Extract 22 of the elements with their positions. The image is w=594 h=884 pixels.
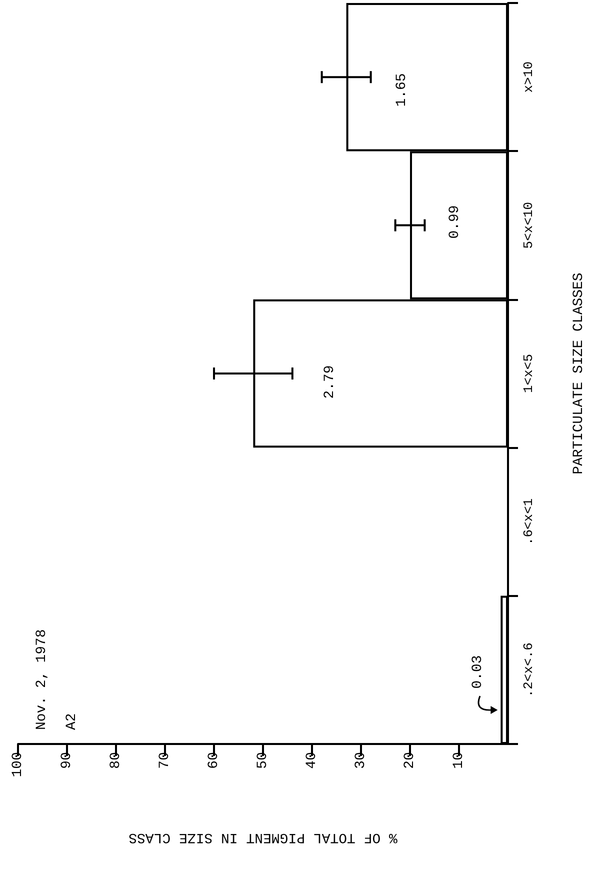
- x-tick-label: 30: [353, 752, 369, 769]
- y-tick-label: 5<x<10: [521, 202, 536, 249]
- annotation: 2.79: [322, 365, 338, 399]
- x-tick-label: 20: [402, 752, 418, 769]
- x-tick-label: 100: [10, 752, 26, 778]
- annotation: 0.03: [470, 655, 486, 689]
- y-tick-label: .2<x<.6: [521, 642, 536, 698]
- x-tick-label: 40: [304, 752, 320, 769]
- annotation: 1.65: [394, 73, 410, 107]
- y-axis-title: PARTICULATE SIZE CLASSES: [571, 272, 587, 474]
- x-tick-label: 50: [255, 752, 271, 769]
- annotation: A2: [64, 713, 80, 730]
- x-axis-title: % OF TOTAL PIGMENT IN SIZE CLASS: [128, 829, 398, 845]
- x-tick-label: 10: [451, 752, 467, 769]
- x-tick-label: 60: [206, 752, 222, 769]
- y-tick-label: 1<x<5: [521, 354, 536, 394]
- annotation: 0.99: [447, 205, 463, 239]
- y-tick-label: x>10: [521, 61, 536, 93]
- x-tick-label: 80: [108, 752, 124, 769]
- x-tick-label: 90: [59, 752, 75, 769]
- y-tick-label: .6<x<1: [521, 498, 536, 546]
- annotation: Nov. 2, 1978: [34, 629, 50, 730]
